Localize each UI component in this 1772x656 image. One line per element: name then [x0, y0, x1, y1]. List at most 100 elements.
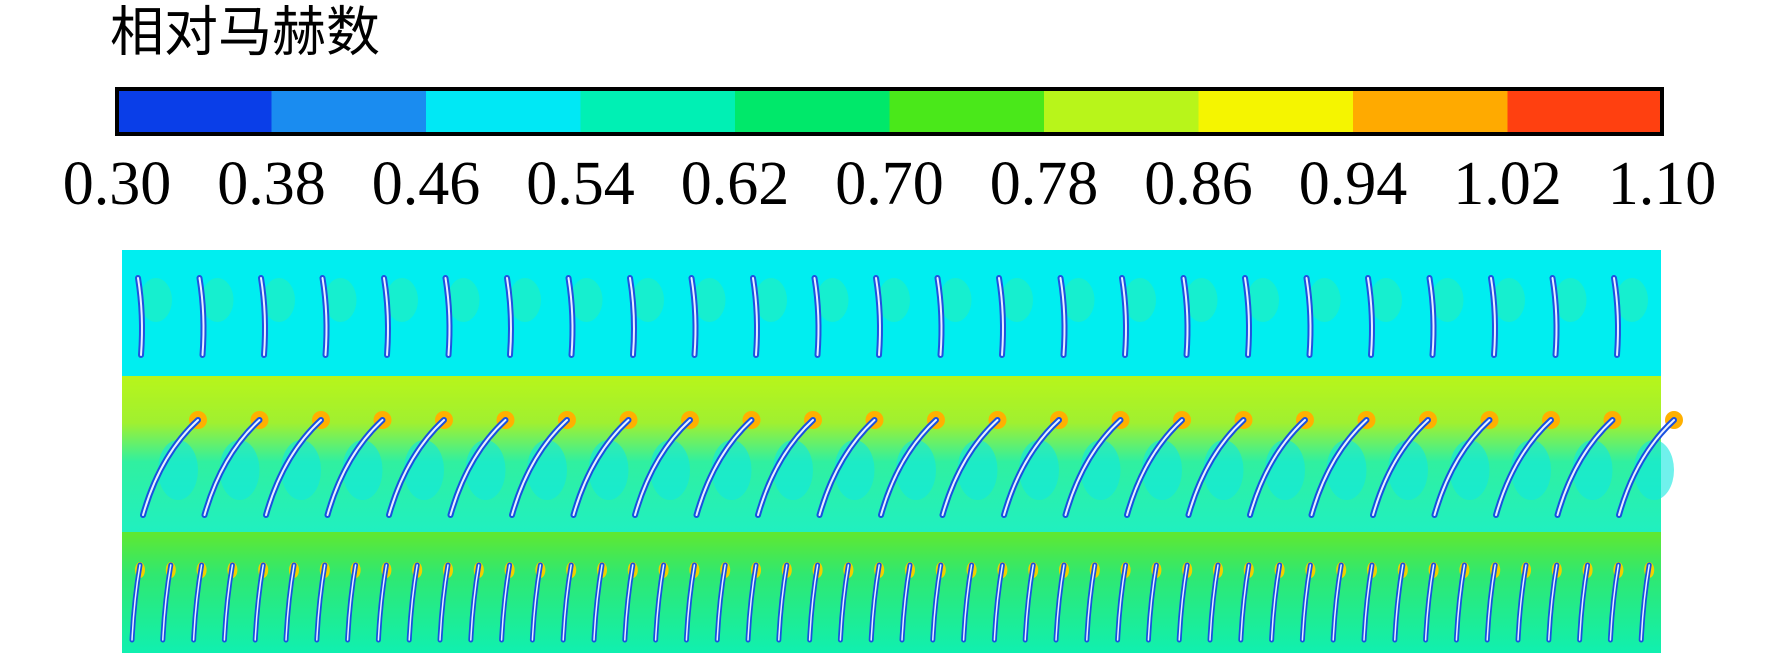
- colorbar-frame: [115, 87, 1664, 136]
- blade-wake: [1616, 278, 1648, 322]
- blade-wake: [1142, 440, 1182, 500]
- blade: [444, 277, 451, 356]
- blade: [1424, 564, 1435, 641]
- blade: [346, 564, 357, 641]
- blade-wake: [1247, 278, 1279, 322]
- blade: [531, 564, 542, 641]
- blade: [778, 564, 788, 641]
- blade-wake: [509, 278, 541, 322]
- blade: [254, 564, 264, 641]
- blade: [377, 564, 388, 641]
- blade: [716, 564, 726, 641]
- blade: [901, 564, 911, 641]
- blade: [1609, 564, 1620, 641]
- blade-wake: [650, 440, 690, 500]
- blade-wake: [939, 278, 972, 322]
- blade-wake: [570, 278, 603, 322]
- blade: [593, 564, 603, 641]
- tick-label: 1.02: [1453, 150, 1562, 218]
- blade: [757, 419, 814, 516]
- blade-wake: [1062, 278, 1095, 322]
- blade-wake: [1185, 278, 1218, 322]
- blade: [1640, 564, 1650, 641]
- blade-wake: [404, 440, 444, 500]
- blade: [962, 564, 973, 641]
- contour-field: [122, 250, 1683, 653]
- colorbar-segment: [1507, 89, 1662, 134]
- blade: [654, 564, 665, 641]
- colorbar-segment: [1044, 89, 1199, 134]
- blade: [747, 564, 757, 641]
- blade: [511, 419, 568, 516]
- colorbar-segment: [117, 89, 272, 134]
- tick-label: 0.54: [526, 150, 635, 218]
- tick-label: 0.78: [990, 150, 1099, 218]
- colorbar-segment: [1198, 89, 1353, 134]
- tick-label: 0.46: [372, 150, 481, 218]
- colorbar-segment: [580, 89, 735, 134]
- blade-wake: [263, 278, 295, 322]
- blade: [383, 277, 389, 356]
- blade: [1116, 564, 1127, 641]
- blade: [875, 277, 881, 356]
- blade: [813, 277, 820, 356]
- blade-wake: [1019, 440, 1059, 500]
- blade: [685, 564, 696, 641]
- blade: [500, 564, 511, 641]
- tick-label: 0.86: [1144, 150, 1253, 218]
- blade: [839, 564, 850, 641]
- blade-wake: [1203, 440, 1244, 500]
- blade-wake: [878, 278, 910, 322]
- blade: [998, 277, 1004, 356]
- tick-label: 0.70: [835, 150, 944, 218]
- blade: [260, 277, 266, 356]
- blade: [439, 564, 449, 641]
- blade: [1121, 277, 1127, 356]
- blade: [1055, 564, 1065, 641]
- blade-wake: [281, 440, 321, 500]
- blade: [1367, 277, 1373, 356]
- blade: [1178, 564, 1188, 641]
- blade: [1517, 564, 1527, 641]
- blade-wake: [711, 440, 752, 500]
- blade-wake: [1124, 278, 1156, 322]
- blade: [1209, 564, 1219, 641]
- blade: [326, 419, 384, 516]
- tick-label: 0.94: [1299, 150, 1408, 218]
- colorbar-segment: [271, 89, 426, 134]
- blade-wake: [1572, 440, 1613, 500]
- blade: [1301, 564, 1312, 641]
- tick-label: 0.62: [681, 150, 790, 218]
- blade: [142, 419, 199, 516]
- blade-wake: [1326, 440, 1367, 500]
- blade: [1126, 419, 1183, 516]
- blade-wake: [1370, 278, 1402, 322]
- blade: [562, 564, 572, 641]
- blade: [137, 277, 143, 356]
- blade-wake: [465, 440, 506, 500]
- blade: [1064, 419, 1122, 516]
- blade-wake: [1449, 440, 1490, 500]
- blade: [1548, 564, 1558, 641]
- blade-wake: [158, 440, 198, 500]
- blade: [388, 419, 445, 516]
- blade: [1024, 564, 1034, 641]
- blade: [1372, 419, 1429, 516]
- blade: [470, 564, 480, 641]
- blade: [162, 564, 172, 641]
- blade-wake: [957, 440, 998, 500]
- blade: [1363, 564, 1373, 641]
- blade: [634, 419, 691, 516]
- blade: [1332, 564, 1342, 641]
- blade: [936, 277, 943, 356]
- blade: [1059, 277, 1066, 356]
- tick-label: 1.10: [1608, 150, 1717, 218]
- blade: [408, 564, 418, 641]
- blade: [506, 277, 512, 356]
- blade-wake: [140, 278, 172, 322]
- blade: [321, 277, 328, 356]
- blade-wake: [834, 440, 875, 500]
- blade: [1086, 564, 1096, 641]
- colorbar-segment: [426, 89, 581, 134]
- blade: [1244, 277, 1250, 356]
